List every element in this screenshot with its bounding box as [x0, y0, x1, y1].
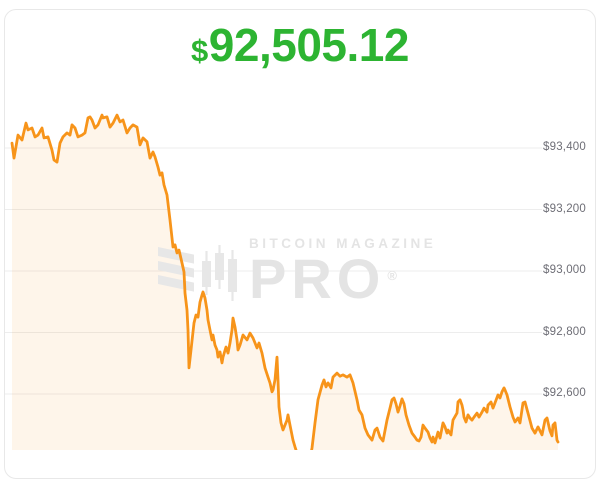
chart-background-layer — [5, 115, 558, 450]
price-value: 92,505.12 — [208, 19, 410, 71]
price-line-chart[interactable] — [0, 0, 600, 450]
currency-symbol: $ — [191, 33, 208, 68]
current-price: $92,505.12 — [0, 22, 600, 68]
